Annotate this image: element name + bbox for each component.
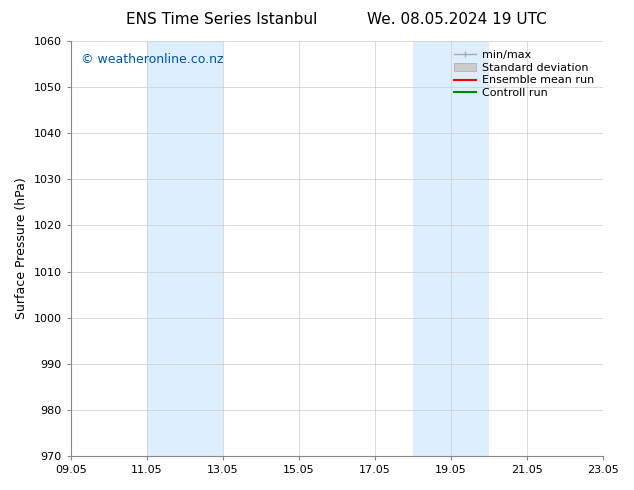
Y-axis label: Surface Pressure (hPa): Surface Pressure (hPa) xyxy=(15,178,28,319)
Text: © weatheronline.co.nz: © weatheronline.co.nz xyxy=(81,53,224,67)
Text: ENS Time Series Istanbul: ENS Time Series Istanbul xyxy=(126,12,318,27)
Text: We. 08.05.2024 19 UTC: We. 08.05.2024 19 UTC xyxy=(366,12,547,27)
Legend: min/max, Standard deviation, Ensemble mean run, Controll run: min/max, Standard deviation, Ensemble me… xyxy=(451,47,598,101)
Bar xyxy=(413,41,489,456)
Bar xyxy=(146,41,223,456)
